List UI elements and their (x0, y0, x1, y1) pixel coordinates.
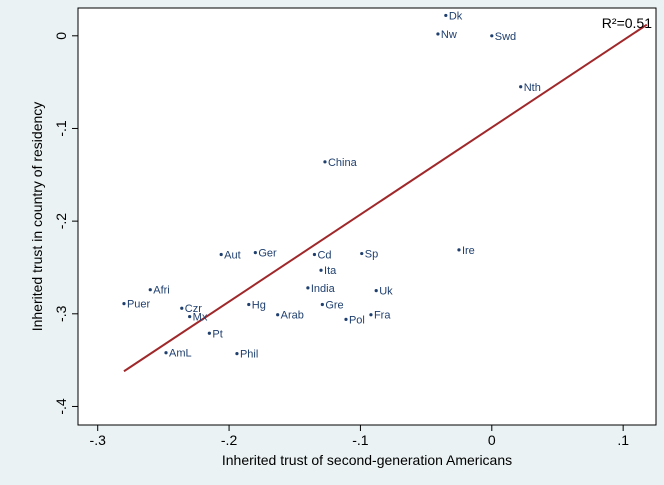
scatter-point (148, 288, 152, 292)
point-label: Czr (185, 303, 202, 315)
y-tick-label: -.2 (53, 213, 69, 230)
point-label: Hg (252, 300, 266, 312)
scatter-point (164, 351, 168, 355)
y-tick-label: -.1 (53, 120, 69, 137)
x-tick-label: 0 (488, 432, 496, 448)
point-label: Fra (374, 310, 391, 322)
point-label: Arab (281, 310, 304, 322)
scatter-point (436, 32, 440, 36)
scatter-point (320, 302, 324, 307)
fitted-regression-line (123, 23, 648, 373)
scatter-point (180, 306, 184, 310)
x-axis-title: Inherited trust of second-generation Ame… (222, 452, 512, 468)
point-label: Swd (495, 31, 516, 43)
scatter-point (207, 331, 211, 335)
point-label: Ire (462, 245, 475, 257)
point-label: Nw (441, 29, 457, 41)
scatter-point (457, 248, 461, 252)
scatter-point (312, 252, 317, 257)
scatter-point (306, 286, 310, 290)
point-label: Aut (224, 249, 241, 261)
point-label: Pt (212, 328, 222, 340)
x-tick-label: .1 (617, 432, 629, 448)
x-tick-label: -.3 (90, 432, 107, 448)
fit-line-layer (123, 23, 648, 373)
point-label: Ger (258, 248, 277, 260)
scatter-point (276, 313, 280, 317)
point-label: Sp (365, 249, 378, 261)
scatter-point (122, 302, 126, 306)
x-tick-label: -.2 (221, 432, 238, 448)
point-label: Afri (153, 285, 170, 297)
point-label: Uk (379, 286, 393, 298)
points-layer: Dk Nw Swd Nth China Aut Ger Cd Sp Ire Ita Afri India… (122, 10, 541, 361)
scatter-point (253, 251, 257, 255)
point-label: Phil (240, 349, 258, 361)
scatter-point (369, 313, 373, 317)
point-label: Puer (127, 299, 151, 311)
scatter-point (490, 34, 494, 38)
x-axis: -.3 -.2 -.1 0 .1 (90, 425, 629, 448)
scatter-point (235, 352, 239, 356)
point-label: Mx (193, 312, 208, 324)
scatter-point (344, 317, 348, 321)
y-tick-label: -.3 (53, 305, 69, 322)
point-label: China (328, 157, 358, 169)
scatter-point (219, 252, 223, 257)
scatter-point (374, 289, 378, 293)
scatter-point (444, 13, 448, 18)
point-label: Pol (349, 314, 365, 326)
scatter-point (519, 85, 523, 89)
y-axis: 0 -.1 -.2 -.3 -.4 (53, 32, 78, 415)
point-label: Gre (325, 300, 343, 312)
scatter-point (319, 268, 323, 272)
scatter-point (188, 314, 192, 319)
scatter-point (360, 251, 364, 256)
point-label: Nth (524, 82, 541, 94)
y-tick-label: 0 (53, 32, 69, 40)
point-label: Cd (317, 249, 331, 261)
scatter-point (247, 302, 251, 307)
y-axis-title: Inherited trust in country of residency (29, 102, 45, 332)
x-tick-label: -.1 (352, 432, 369, 448)
plot-area (77, 7, 657, 426)
point-label: Ita (324, 265, 337, 277)
y-tick-label: -.4 (53, 398, 69, 415)
point-label: Dk (449, 10, 463, 22)
r-squared-annotation: R²=0.51 (602, 15, 652, 31)
point-label: AmL (169, 348, 192, 360)
point-label: India (311, 283, 336, 295)
scatter-point (323, 160, 327, 164)
